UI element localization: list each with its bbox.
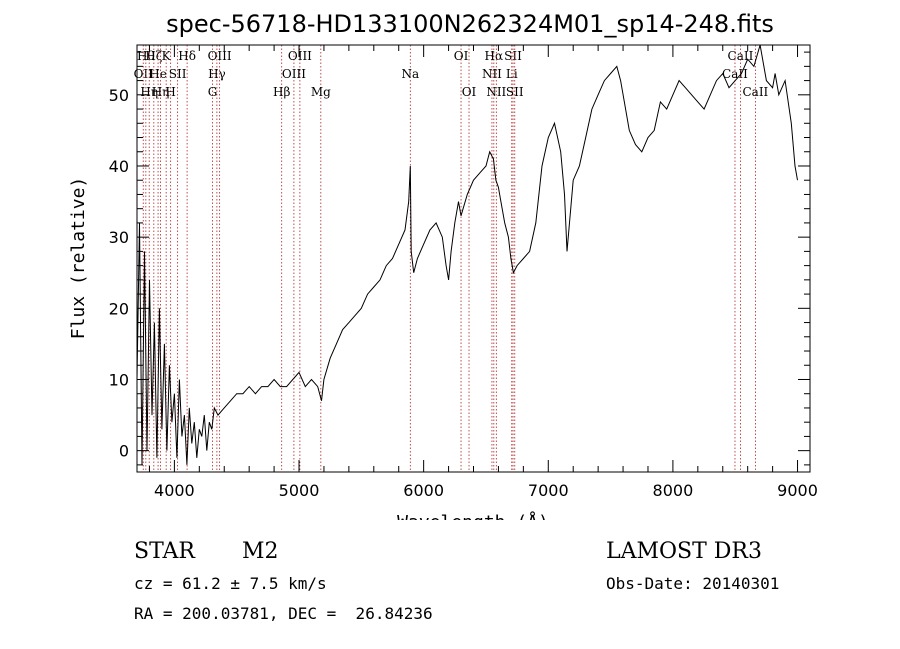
line-marker-label: K [162,49,172,63]
x-tick-label: 7000 [528,481,569,500]
y-tick-label: 10 [109,370,129,389]
line-marker-label: Hβ [273,85,290,99]
y-tick-label: 0 [119,442,129,461]
y-tick-label: 30 [109,228,129,247]
y-tick-label: 20 [109,299,129,318]
line-marker-label: SII [506,85,524,99]
line-marker-label: Li [506,67,518,81]
line-marker-label: CaII [722,67,748,81]
y-axis-label: Flux (relative) [68,177,89,340]
line-marker-label: Hα [485,49,504,63]
y-tick-label: 40 [109,157,129,176]
line-marker-label: Mg [311,85,331,99]
line-marker-label: SII [504,49,522,63]
line-marker-label: G [208,85,218,99]
object-subclass: M2 [242,539,279,564]
emission-line-markers: OIIHθHηHζHeHηKHSIIHδGHγOIIIHβOIIIOIIIMgN… [134,45,769,472]
x-tick-label: 4000 [154,481,195,500]
object-class: STAR [134,539,195,564]
coordinates: RA = 200.03781, DEC = 26.84236 [134,604,433,623]
x-tick-label: 5000 [279,481,320,500]
line-marker-label: OII [134,67,154,81]
line-marker-label: H [165,85,175,99]
line-marker-label: OI [462,85,477,99]
spectrum-chart: spec-56718-HD133100N262324M01_sp14-248.f… [68,10,818,520]
plot-frame [136,44,811,473]
x-axis-label: Wavelength (Å) [397,511,549,520]
spectrum-line [136,44,798,465]
redshift-value: cz = 61.2 ± 7.5 km/s [134,574,327,593]
line-marker-label: NII [486,85,506,99]
x-tick-label: 9000 [777,481,818,500]
line-marker-label: Hη [152,85,170,99]
line-marker-label: CaII [742,85,768,99]
line-marker-label: OIII [288,49,312,63]
axis-ticks: 4000 5000 6000 7000 8000 9000 0 10 20 30 40 50 [109,45,818,500]
line-marker-label: OI [454,49,469,63]
x-tick-label: 8000 [653,481,694,500]
x-tick-label: 6000 [403,481,444,500]
observation-date: Obs-Date: 20140301 [606,574,780,593]
chart-title: spec-56718-HD133100N262324M01_sp14-248.f… [166,10,774,38]
line-marker-label: He [149,67,167,81]
line-marker-label: Hδ [178,49,196,63]
line-marker-label: OIII [282,67,306,81]
line-marker-label: Na [401,67,419,81]
line-marker-label: NII [482,67,502,81]
line-marker-label: OIII [208,49,232,63]
line-marker-label: SII [169,67,187,81]
line-marker-label: Hγ [208,67,226,81]
survey-name: LAMOST DR3 [606,539,762,564]
y-tick-label: 50 [109,86,129,105]
